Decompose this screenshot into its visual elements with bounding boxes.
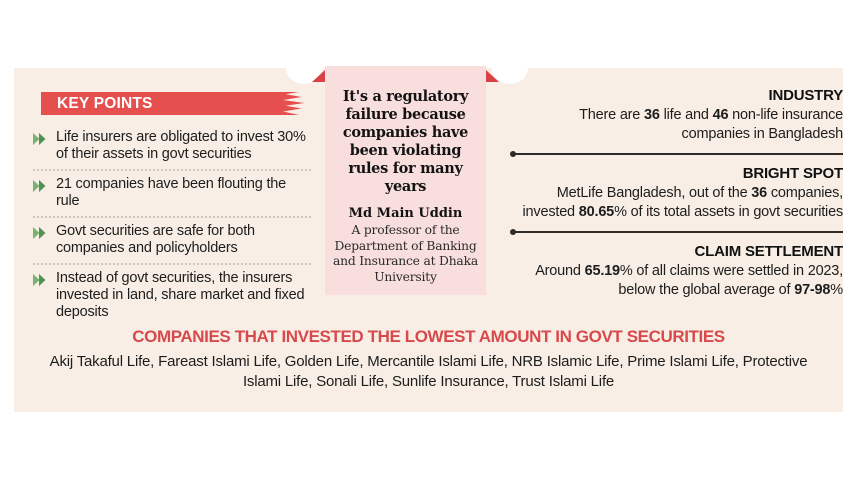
key-point-text: Life insurers are obligated to invest 30… [56,129,306,162]
key-point-text: 21 companies have been flouting the rule [56,176,287,209]
separator-line [510,151,843,157]
key-points-ribbon: KEY POINTS [41,92,305,115]
key-point-text: Instead of govt securities, the insurers… [56,270,305,320]
quote-card: It's a regulatory failure because compan… [312,66,499,295]
double-chevron-icon [33,179,47,197]
fold-triangle-right-icon [486,70,499,82]
stat-heading: CLAIM SETTLEMENT [694,243,844,260]
fold-triangle-left-icon [312,70,325,82]
stat-heading: INDUSTRY [768,87,843,104]
stat-industry: INDUSTRY There are 36 life and 46 non-li… [512,87,843,144]
list-item: 21 companies have been flouting the rule [33,171,311,218]
quote-text: It's a regulatory failure because compan… [342,88,469,195]
stat-body: MetLife Bangladesh, out of the 36 compan… [522,185,844,220]
stat-claim-settlement: CLAIM SETTLEMENT Around 65.19% of all cl… [512,243,843,300]
stat-bright-spot: BRIGHT SPOT MetLife Bangladesh, out of t… [512,165,844,222]
double-chevron-icon [33,132,47,150]
stat-body: Around 65.19% of all claims were settled… [535,263,843,298]
key-points-title: KEY POINTS [57,94,153,112]
quote-author-title: A professor of the Department of Banking… [333,223,478,284]
stats-column: INDUSTRY There are 36 life and 46 non-li… [510,87,844,300]
key-points-list: Life insurers are obligated to invest 30… [33,124,311,327]
lowest-invested-companies: Akij Takaful Life, Fareast Islami Life, … [49,353,808,390]
lowest-invested-heading: COMPANIES THAT INVESTED THE LOWEST AMOUN… [132,327,725,346]
key-point-text: Govt securities are safe for both compan… [56,223,255,256]
list-item: Govt securities are safe for both compan… [33,218,311,265]
separator-line [510,229,843,235]
list-item: Instead of govt securities, the insurers… [33,265,311,327]
stat-body: There are 36 life and 46 non-life insura… [579,107,843,142]
quote-author: Md Main Uddin [348,206,463,221]
double-chevron-icon [33,273,47,291]
stat-heading: BRIGHT SPOT [742,165,844,182]
double-chevron-icon [33,226,47,244]
list-item: Life insurers are obligated to invest 30… [33,124,311,171]
